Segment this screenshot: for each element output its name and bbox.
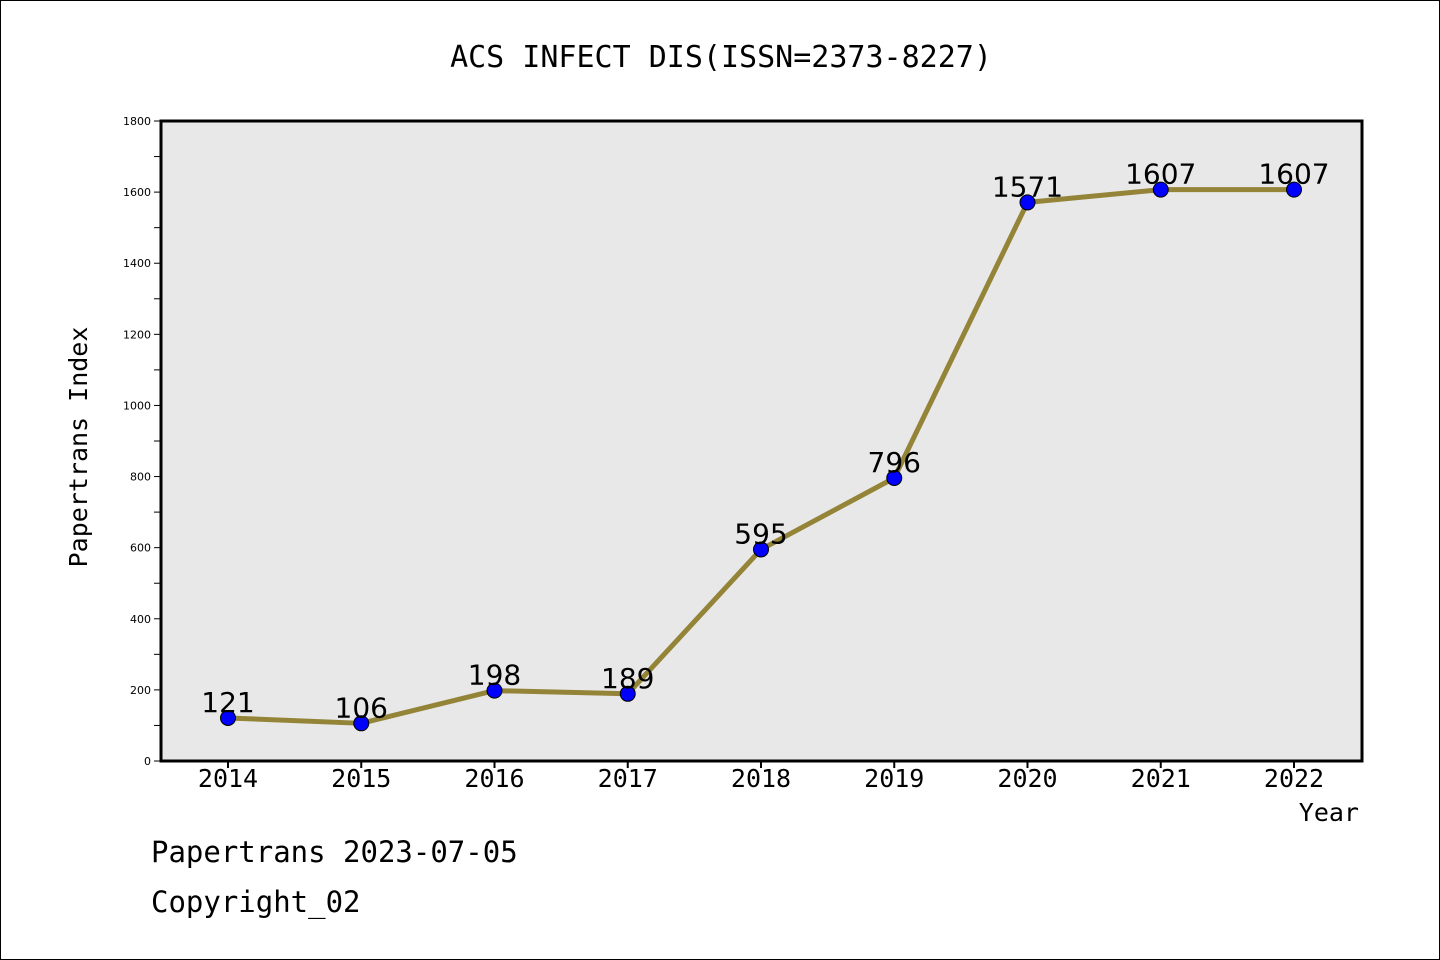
y-tick-label: 800 [130,471,151,484]
data-label: 189 [601,662,654,695]
x-tick-label: 2018 [731,764,791,793]
x-tick-label: 2020 [997,764,1057,793]
data-labels: 121 106 198 189 595 796 1571 1607 1607 [201,158,1329,725]
data-label: 198 [468,659,521,692]
y-tick-label: 600 [130,542,151,555]
y-tick-label: 1000 [123,399,151,412]
y-axis-label: Papertrans Index [64,327,93,568]
x-tick-label: 2014 [198,764,258,793]
data-point [1019,194,1036,211]
data-label: 106 [335,691,388,724]
y-tick-label: 1800 [123,115,151,128]
plot-area [159,119,1364,763]
data-label: 595 [734,517,787,550]
series-markers [220,181,1302,732]
data-label: 1607 [1125,158,1196,191]
data-point [220,709,236,726]
x-tick-label: 2015 [331,764,391,793]
footer-date: Papertrans 2023-07-05 [151,835,518,869]
x-tick-label: 2016 [464,764,524,793]
y-tick-label: 1200 [123,328,151,341]
y-tick-label: 400 [130,613,151,626]
x-tick-label: 2019 [864,764,924,793]
y-tick-label: 1600 [123,186,151,199]
x-tick-label: 2022 [1264,764,1324,793]
x-axis: 2014 2015 2016 2017 2018 2019 2020 2021 2022 [198,761,1324,793]
data-label: 1571 [992,170,1063,203]
data-point [619,685,636,702]
chart-title: ACS INFECT DIS(ISSN=2373-8227) [450,40,992,75]
y-tick-label: 1400 [123,257,151,270]
x-tick-label: 2021 [1131,764,1191,793]
data-point [753,541,769,558]
x-tick-label: 2017 [598,764,658,793]
data-point [1152,181,1169,198]
footer-copyright: Copyright_02 [151,885,361,919]
data-label: 796 [868,446,921,479]
data-point [353,715,370,732]
data-point [486,682,503,699]
y-tick-label: 0 [144,755,151,768]
x-axis-label: Year [1299,798,1359,827]
data-label: 121 [201,686,254,719]
y-axis: 0 200 400 600 800 1000 1200 1400 1600 1800 [123,115,161,768]
y-tick-label: 200 [130,684,151,697]
data-point [1286,181,1302,198]
data-label: 1607 [1258,158,1329,191]
data-point [886,469,903,486]
